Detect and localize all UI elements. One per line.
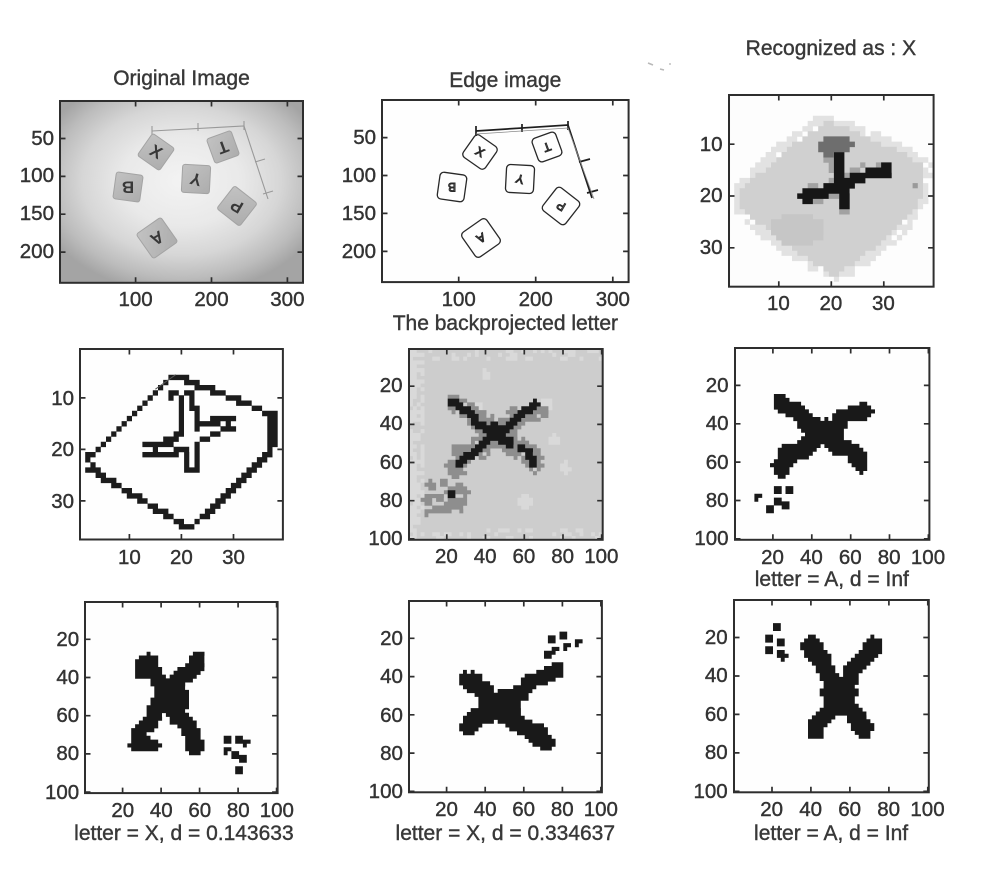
svg-text:B: B — [448, 180, 456, 194]
svg-text:B: B — [122, 177, 134, 196]
